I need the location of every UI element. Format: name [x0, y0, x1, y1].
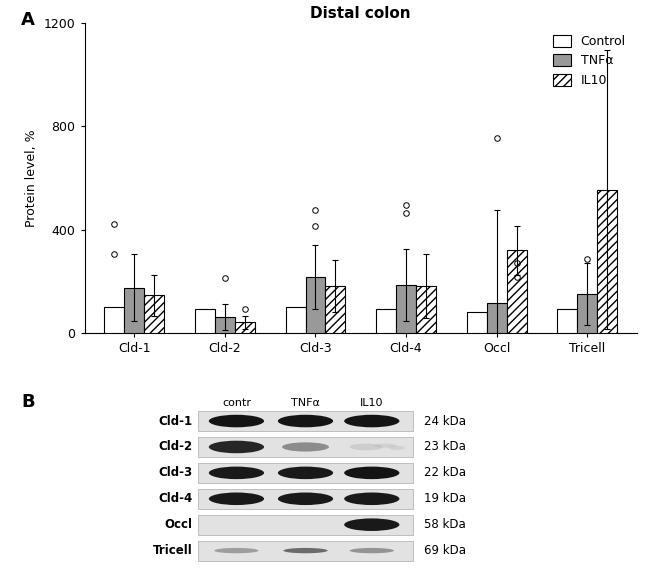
Text: 23 kDa: 23 kDa — [424, 440, 466, 453]
Ellipse shape — [389, 446, 405, 450]
Text: A: A — [21, 11, 35, 29]
Bar — [105, 307, 124, 333]
Ellipse shape — [344, 415, 399, 427]
Bar — [326, 286, 345, 333]
Text: Tricell: Tricell — [153, 544, 192, 557]
Bar — [306, 277, 326, 333]
Ellipse shape — [344, 467, 399, 479]
Text: 24 kDa: 24 kDa — [424, 415, 466, 427]
Bar — [467, 312, 487, 333]
Text: Cld-3: Cld-3 — [158, 467, 192, 479]
Text: Cld-4: Cld-4 — [158, 492, 192, 505]
Ellipse shape — [283, 548, 328, 553]
Ellipse shape — [350, 444, 383, 450]
Text: B: B — [21, 392, 34, 411]
Ellipse shape — [374, 443, 396, 448]
Ellipse shape — [350, 548, 394, 553]
Ellipse shape — [278, 467, 333, 479]
Ellipse shape — [344, 492, 399, 505]
Bar — [285, 307, 306, 333]
Bar — [198, 515, 413, 535]
Bar — [198, 541, 413, 561]
Bar — [597, 190, 617, 333]
Ellipse shape — [209, 492, 264, 505]
Text: Occl: Occl — [164, 518, 192, 531]
Bar — [215, 317, 235, 333]
Bar — [198, 489, 413, 509]
Bar — [396, 285, 416, 333]
Bar — [235, 322, 255, 333]
Text: Cld-2: Cld-2 — [158, 440, 192, 453]
Bar — [506, 250, 526, 333]
Bar — [195, 310, 215, 333]
Legend: Control, TNFα, IL10: Control, TNFα, IL10 — [548, 30, 630, 92]
Ellipse shape — [214, 548, 259, 553]
Ellipse shape — [209, 467, 264, 479]
Bar — [376, 310, 396, 333]
Ellipse shape — [278, 492, 333, 505]
Bar — [416, 286, 436, 333]
Ellipse shape — [344, 519, 399, 531]
Text: 69 kDa: 69 kDa — [424, 544, 466, 557]
Bar — [198, 411, 413, 431]
Bar — [198, 437, 413, 457]
Text: Cld-1: Cld-1 — [158, 415, 192, 427]
Ellipse shape — [282, 442, 329, 451]
Title: Distal colon: Distal colon — [311, 6, 411, 21]
Bar — [557, 310, 577, 333]
Text: contr: contr — [222, 398, 251, 408]
Text: TNFα: TNFα — [291, 398, 320, 408]
Ellipse shape — [278, 415, 333, 427]
Text: 22 kDa: 22 kDa — [424, 467, 466, 479]
Ellipse shape — [209, 441, 264, 453]
Text: 19 kDa: 19 kDa — [424, 492, 466, 505]
Text: IL10: IL10 — [360, 398, 384, 408]
Ellipse shape — [209, 415, 264, 427]
Bar — [124, 287, 144, 333]
Text: 58 kDa: 58 kDa — [424, 518, 466, 531]
Bar — [577, 294, 597, 333]
Bar — [487, 303, 506, 333]
Bar — [198, 463, 413, 483]
Bar — [144, 296, 164, 333]
Y-axis label: Protein level, %: Protein level, % — [25, 129, 38, 227]
